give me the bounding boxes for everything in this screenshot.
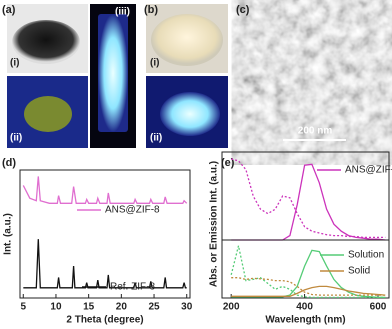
plot-frame bbox=[221, 239, 390, 299]
plot-frame bbox=[19, 169, 191, 299]
panel-label: (c) bbox=[236, 4, 250, 16]
x-tick-label: 15 bbox=[83, 302, 95, 313]
photo-label: (ii) bbox=[10, 133, 22, 144]
x-tick-label: 200 bbox=[223, 302, 240, 313]
x-tick-label: 10 bbox=[50, 302, 62, 313]
panel-label: (d) bbox=[2, 157, 16, 169]
x-axis-label: 2 Theta (degree) bbox=[66, 315, 143, 326]
x-tick-label: 20 bbox=[116, 302, 128, 313]
photo-group-b: (b) (i) (ii) bbox=[144, 4, 228, 148]
photo-label: (ii) bbox=[150, 133, 162, 144]
series-line bbox=[22, 176, 188, 204]
panel-label: (e) bbox=[221, 157, 235, 169]
powder bbox=[12, 20, 80, 64]
legend-label: Ref. ZIF-8 bbox=[110, 282, 155, 293]
sem-image: 200 nm (c) bbox=[236, 4, 390, 150]
y-axis-label: Abs. or Emission Int. (a.u.) bbox=[209, 161, 220, 287]
series-line bbox=[23, 239, 187, 289]
scale-label: 200 nm bbox=[298, 126, 333, 137]
series-line bbox=[231, 285, 386, 297]
powder bbox=[24, 96, 72, 132]
x-tick-label: 25 bbox=[148, 302, 160, 313]
x-tick-label: 400 bbox=[296, 302, 313, 313]
legend-label: ANS@ZIF-8 bbox=[105, 205, 160, 216]
panel-label: (b) bbox=[144, 4, 158, 16]
powder bbox=[151, 14, 223, 66]
y-axis-label: Int. (a.u.) bbox=[3, 213, 14, 255]
x-axis-label: Wavelength (nm) bbox=[265, 315, 345, 326]
legend-label: Solution bbox=[348, 250, 384, 261]
legend-label: Solid bbox=[348, 266, 370, 277]
series-line bbox=[231, 277, 386, 296]
photo-label: (iii) bbox=[115, 7, 130, 18]
panel-label: (a) bbox=[2, 4, 16, 16]
legend-label: ANS@ZIF-8 bbox=[345, 165, 392, 176]
photo-label: (i) bbox=[150, 58, 159, 69]
sem bbox=[246, 4, 390, 150]
powder bbox=[160, 92, 220, 136]
x-tick-label: 5 bbox=[20, 302, 26, 313]
vial bbox=[98, 14, 128, 132]
photo-label: (i) bbox=[10, 58, 19, 69]
x-tick-label: 30 bbox=[181, 302, 193, 313]
x-tick-label: 600 bbox=[370, 302, 387, 313]
series-line bbox=[231, 158, 386, 239]
photo-group-a: (a) (i) (ii) (iii) bbox=[2, 4, 136, 148]
